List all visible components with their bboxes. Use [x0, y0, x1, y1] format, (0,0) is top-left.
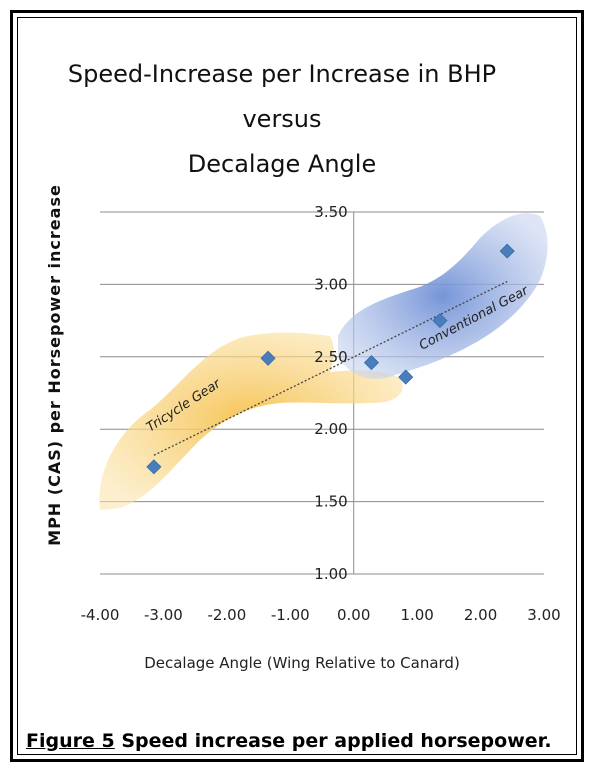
figure-number: Figure 5 [26, 730, 115, 752]
y-tick-label: 1.00 [314, 565, 347, 583]
chart-title-line-3: Decalage Angle [188, 150, 376, 178]
x-tick-label: -4.00 [81, 606, 120, 624]
x-tick-label: 0.00 [337, 606, 370, 624]
trendline-layer [153, 280, 508, 456]
y-tick-label: 2.00 [314, 420, 347, 438]
data-point [499, 243, 515, 259]
x-tick-label: -1.00 [271, 606, 310, 624]
figure-inner-frame [17, 17, 577, 755]
figure-caption: Figure 5 Speed increase per applied hors… [26, 730, 552, 752]
tricycle-gear-region [99, 332, 403, 510]
data-points [146, 243, 515, 475]
x-tick-label: 3.00 [527, 606, 560, 624]
data-point [146, 459, 162, 475]
trendline [153, 280, 508, 456]
x-tick-label: -3.00 [144, 606, 183, 624]
gridlines [100, 211, 544, 575]
chart-title-line-1: Speed-Increase per Increase in BHP [68, 60, 496, 88]
x-tick-label: 2.00 [464, 606, 497, 624]
caption-text: Speed increase per applied horsepower. [114, 730, 552, 752]
x-tick-label: 1.00 [400, 606, 433, 624]
y-tick-label: 2.50 [314, 348, 347, 366]
data-point [398, 369, 414, 385]
y-tick-label: 1.50 [314, 493, 347, 511]
x-tick-label: -2.00 [207, 606, 246, 624]
data-point [432, 313, 448, 329]
axis-tick-labels: 1.00 1.50 2.00 2.50 3.00 3.50 -4.00 -3.00 -2.00 -… [81, 203, 561, 624]
chart-title-line-2: versus [242, 105, 321, 133]
data-point [363, 355, 380, 371]
y-tick-label: 3.00 [314, 275, 347, 293]
x-axis-label: Decalage Angle (Wing Relative to Canard) [144, 654, 460, 672]
conventional-gear-region [338, 213, 548, 379]
data-point [260, 350, 276, 366]
y-tick-label: 3.50 [314, 203, 347, 221]
y-axis-label: MPH (CAS) per Horsepower increase [45, 184, 64, 546]
